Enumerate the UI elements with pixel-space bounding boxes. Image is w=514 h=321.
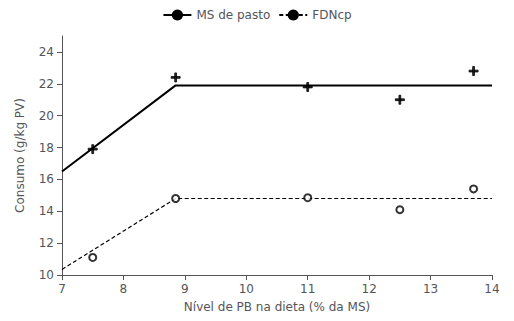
svg-text:10: 10: [239, 282, 254, 296]
svg-text:14: 14: [39, 204, 54, 218]
svg-text:12: 12: [362, 282, 377, 296]
svg-text:MS de pasto: MS de pasto: [196, 8, 270, 22]
svg-text:8: 8: [120, 282, 128, 296]
svg-text:7: 7: [58, 282, 66, 296]
svg-text:Nível de PB na dieta (% da MS): Nível de PB na dieta (% da MS): [184, 300, 370, 314]
svg-text:9: 9: [181, 282, 189, 296]
svg-text:10: 10: [39, 268, 54, 282]
svg-text:Consumo (g/kg PV): Consumo (g/kg PV): [13, 98, 27, 213]
svg-text:20: 20: [39, 109, 54, 123]
svg-text:12: 12: [39, 236, 54, 250]
svg-text:22: 22: [39, 77, 54, 91]
svg-text:14: 14: [484, 282, 499, 296]
svg-text:13: 13: [423, 282, 438, 296]
svg-text:11: 11: [300, 282, 315, 296]
svg-text:18: 18: [39, 141, 54, 155]
svg-text:24: 24: [39, 45, 54, 59]
svg-text:16: 16: [39, 172, 54, 186]
svg-text:FDNcp: FDNcp: [312, 8, 351, 22]
